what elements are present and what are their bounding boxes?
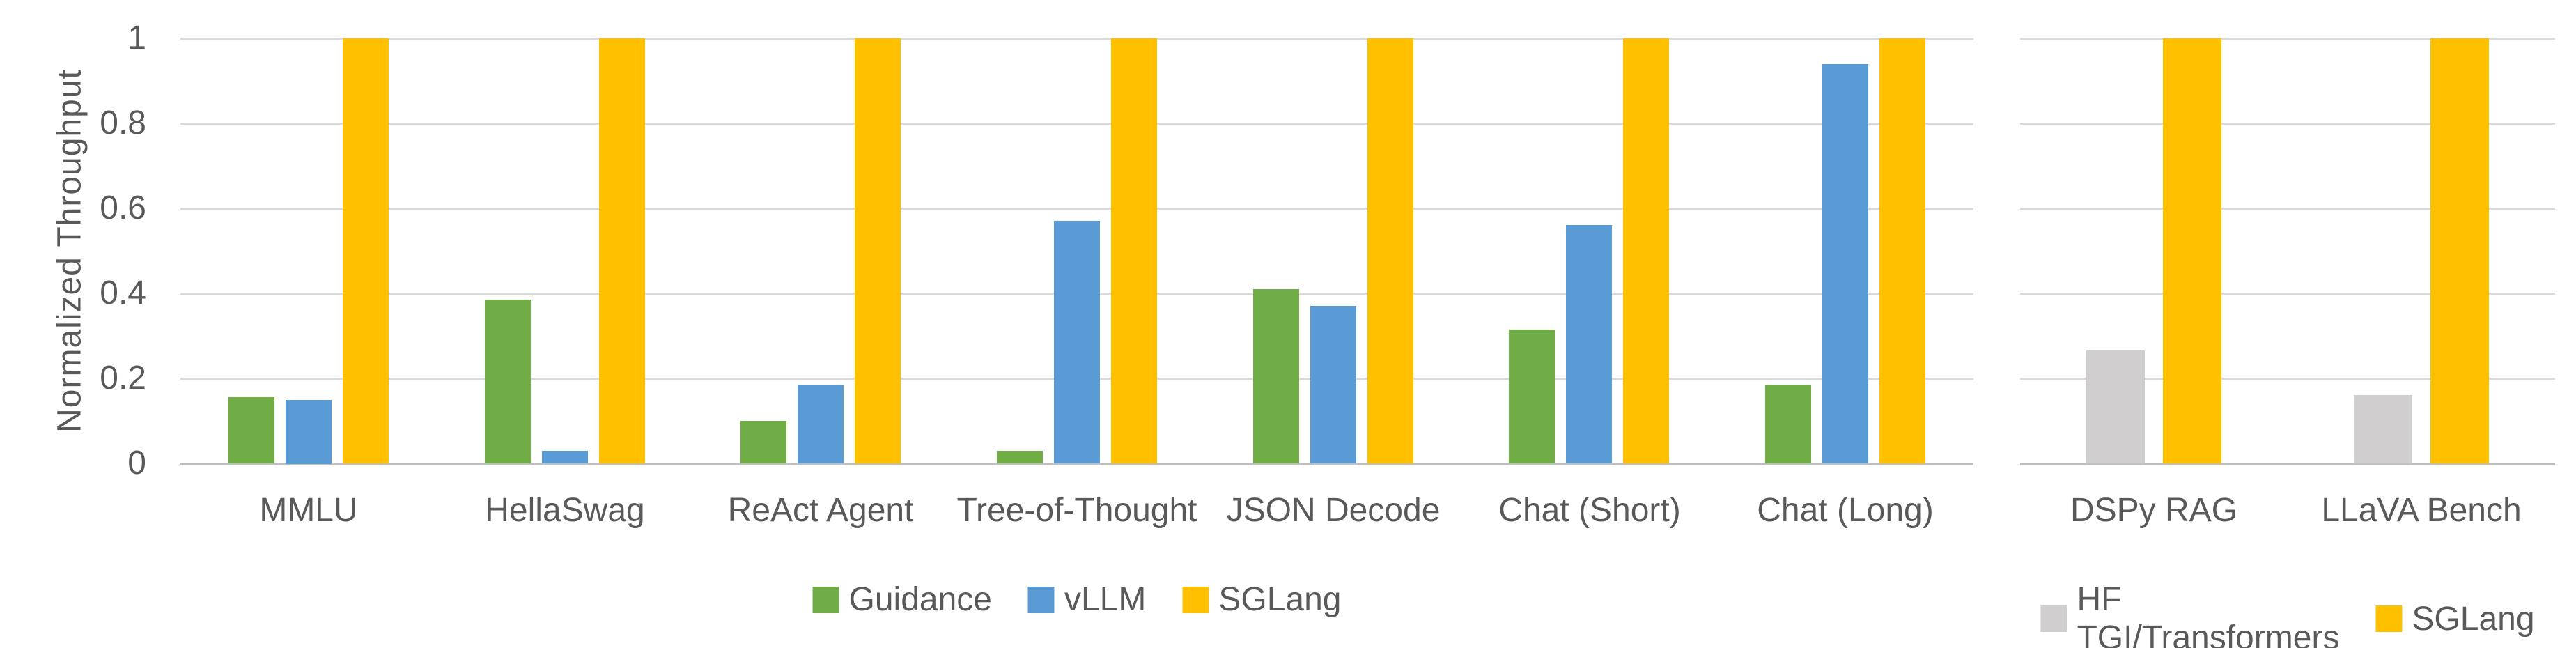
bar-vllm-json-decode (1310, 306, 1356, 463)
bar-sglang-dspy-rag (2163, 38, 2221, 463)
bar-sglang-mmlu (343, 38, 389, 463)
legend-item-guidance: Guidance (812, 580, 992, 619)
legend-swatch-hf-tgi-transformers-icon (2040, 605, 2067, 632)
bar-vllm-mmlu (286, 400, 332, 464)
bar-sglang-chat-long (1879, 38, 1925, 463)
category-label-hellaswag: HellaSwag (485, 492, 645, 529)
gridline (2020, 123, 2555, 125)
category-label-chat-short: Chat (Short) (1498, 492, 1681, 529)
gridline (2020, 208, 2555, 210)
category-label-mmlu: MMLU (259, 492, 358, 529)
legend-swatch-sglang-icon (2375, 605, 2403, 632)
bar-hf-tgi-transformers-llava-bench (2354, 395, 2412, 463)
category-label-dspy-rag: DSPy RAG (2070, 492, 2238, 529)
bar-guidance-mmlu (228, 397, 274, 463)
bar-guidance-chat-short (1509, 330, 1555, 463)
bar-sglang-chat-short (1623, 38, 1669, 463)
gridline (2020, 38, 2555, 40)
bar-vllm-hellaswag (542, 451, 588, 463)
category-label-json-decode: JSON Decode (1226, 492, 1441, 529)
x-axis-line (2020, 463, 2555, 465)
legend-item-hf-tgi-transformers: HF TGI/Transformers (2040, 580, 2339, 648)
legend-item-sglang: SGLang (2375, 600, 2535, 638)
gridline (180, 123, 1973, 125)
bar-guidance-chat-long (1765, 385, 1811, 463)
legend: HF TGI/Transformers SGLang (2040, 580, 2535, 648)
category-label-react-agent: ReAct Agent (727, 492, 914, 529)
bar-vllm-tree-of-thought (1054, 221, 1100, 463)
y-tick-label: 0 (127, 445, 146, 481)
category-label-chat-long: Chat (Long) (1757, 492, 1934, 529)
y-tick-label: 0.4 (100, 275, 146, 311)
legend-swatch-vllm-icon (1027, 586, 1055, 613)
bar-guidance-json-decode (1253, 289, 1299, 463)
legend-item-sglang: SGLang (1182, 580, 1342, 619)
y-tick-label: 0.2 (100, 360, 146, 396)
gridline (2020, 378, 2555, 380)
gridline (180, 38, 1973, 40)
legend-label-sglang: SGLang (2412, 600, 2535, 638)
bar-sglang-react-agent (855, 38, 901, 463)
legend-swatch-sglang-icon (1182, 586, 1209, 613)
legend-label-guidance: Guidance (848, 581, 992, 618)
bar-guidance-tree-of-thought (997, 451, 1043, 463)
bar-guidance-react-agent (740, 421, 786, 463)
bar-vllm-chat-short (1566, 225, 1612, 463)
y-tick-label: 0.8 (100, 105, 146, 141)
legend: Guidance vLLM SGLang (812, 580, 1342, 619)
y-tick-label: 0.6 (100, 190, 146, 226)
bar-vllm-react-agent (798, 385, 844, 463)
legend-item-vllm: vLLM (1027, 580, 1147, 619)
gridline (2020, 293, 2555, 295)
bar-sglang-hellaswag (599, 38, 645, 463)
bar-sglang-tree-of-thought (1111, 38, 1157, 463)
category-label-tree-of-thought: Tree-of-Thought (956, 492, 1197, 529)
x-axis-line (180, 463, 1973, 465)
bar-guidance-hellaswag (485, 300, 531, 463)
legend-label-vllm: vLLM (1064, 581, 1147, 618)
bar-vllm-chat-long (1822, 64, 1868, 463)
bar-sglang-json-decode (1367, 38, 1413, 463)
legend-label-sglang: SGLang (1218, 581, 1342, 618)
y-tick-label: 1 (127, 20, 146, 56)
gridline (180, 208, 1973, 210)
bar-hf-tgi-transformers-dspy-rag (2086, 350, 2145, 463)
legend-swatch-guidance-icon (812, 586, 839, 613)
bar-sglang-llava-bench (2430, 38, 2489, 463)
category-label-llava-bench: LLaVA Bench (2321, 492, 2522, 529)
legend-label-hf-tgi-transformers: HF TGI/Transformers (2077, 581, 2340, 648)
